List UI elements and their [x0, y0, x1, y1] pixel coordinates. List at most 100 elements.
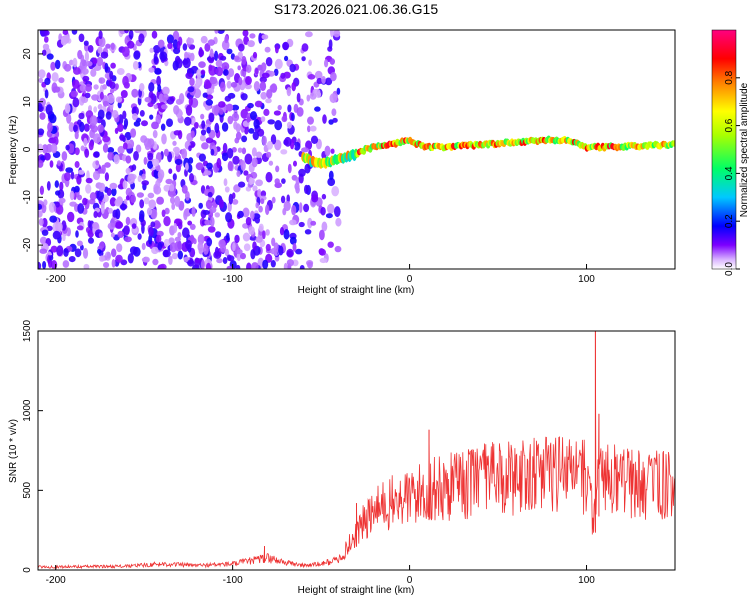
spectrogram-cell	[77, 169, 85, 175]
spectrogram-cell	[330, 30, 334, 38]
spectrogram-cell	[226, 232, 230, 241]
spectrogram-cell	[70, 90, 79, 98]
spectrogram-cell	[274, 120, 283, 131]
spectrogram-cell	[151, 246, 159, 255]
spectrogram-cell	[83, 137, 88, 147]
spectrogram-cell	[187, 67, 193, 74]
spectrogram-cell	[85, 184, 92, 194]
spectrogram-cell	[200, 69, 206, 76]
spectrogram-cell	[168, 255, 173, 265]
spectrogram-cell	[38, 69, 46, 79]
spectrogram-cell	[222, 142, 228, 154]
spectrogram-cell	[105, 43, 111, 49]
spectrogram-cell	[38, 261, 42, 269]
spectrogram-cell	[325, 213, 333, 219]
spectrogram-cell	[184, 116, 192, 126]
spectrogram-cell	[262, 230, 266, 240]
spectrogram-cell	[266, 140, 273, 150]
spectrogram-cell	[43, 199, 48, 206]
x-tick-label: 100	[578, 274, 595, 285]
spectrogram-cell	[206, 237, 213, 247]
spectrogram-cell	[84, 92, 91, 99]
y-tick-label: -20	[22, 237, 33, 252]
spectrogram-cell	[147, 160, 154, 169]
spectrogram-cell	[156, 196, 165, 205]
spectrogram-cell	[71, 30, 78, 35]
spectrogram-cell	[74, 161, 80, 168]
spectrogram-cell	[270, 248, 277, 255]
spectrogram-cell	[67, 211, 75, 223]
spectrogram-cell	[231, 112, 240, 122]
spectrogram-cell	[38, 143, 44, 153]
spectrogram-cell	[48, 258, 53, 269]
spectrogram-cell	[195, 162, 204, 171]
spectrogram-cell	[220, 55, 227, 61]
spectrogram-cell	[226, 265, 233, 269]
spectrogram-cell	[133, 50, 141, 60]
spectrogram-cell	[206, 262, 211, 269]
spectrogram-cell	[202, 210, 210, 215]
spectrogram-cell	[208, 112, 215, 123]
spectrogram-cell	[92, 57, 98, 65]
spectrogram-cell	[89, 192, 97, 201]
spectrogram-cell	[270, 260, 276, 268]
spectrogram-cell	[73, 67, 81, 75]
spectrogram-cell	[177, 221, 183, 230]
spectrogram-cell	[223, 178, 228, 187]
spectrogram-cell	[266, 151, 272, 158]
spectrogram-cell	[185, 191, 190, 201]
spectrogram-cell	[52, 230, 61, 240]
spectrogram-cell	[124, 30, 129, 34]
spectrogram-cell	[309, 92, 317, 100]
spectrogram-cell	[230, 53, 235, 60]
spectrogram-cell	[164, 207, 170, 215]
spectrogram-cell	[64, 103, 71, 114]
spectrogram-cell	[115, 96, 123, 103]
spectrogram-cell	[189, 173, 194, 183]
spectrogram-cell	[170, 196, 175, 204]
spectrogram-cell	[75, 230, 79, 238]
spectrogram-cell	[84, 148, 90, 158]
spectrogram-cell	[221, 62, 230, 71]
spectrogram-cell	[137, 175, 142, 183]
spectrogram-cell	[226, 80, 232, 89]
spectrogram-cell	[98, 182, 106, 193]
spectrogram-cell	[130, 128, 137, 138]
spectrogram-cell	[148, 199, 156, 209]
spectrogram-cell	[119, 134, 126, 141]
spectrogram-cell	[248, 127, 255, 134]
spectrogram-cell	[303, 203, 310, 213]
spectrogram-cell	[83, 263, 90, 269]
spectrogram-cell	[249, 235, 258, 241]
spectrogram-cell	[250, 210, 255, 220]
spectrogram-cell	[251, 262, 259, 269]
spectrogram-cell	[176, 40, 181, 51]
spectrogram-cell	[275, 45, 279, 54]
spectrogram-cell	[89, 115, 98, 126]
spectrogram-cell	[107, 94, 115, 104]
spectrogram-cell	[322, 114, 327, 124]
spectrogram-cell	[148, 82, 155, 93]
spectrogram-cell	[258, 205, 263, 213]
spectrogram-cell	[185, 239, 192, 250]
spectrogram-cell	[191, 206, 196, 217]
spectrogram-cell	[209, 76, 218, 85]
spectrogram-cell	[268, 160, 274, 166]
spectrogram-cell	[262, 259, 269, 269]
spectrogram-cell	[307, 125, 311, 133]
spectrogram-cell	[166, 118, 173, 127]
spectrogram-cell	[42, 49, 47, 56]
spectrogram-cell	[181, 184, 188, 194]
spectrogram-cell	[50, 245, 58, 253]
spectrogram-cell	[235, 264, 241, 269]
spectrogram-cell	[117, 123, 124, 132]
spectrogram-cell	[47, 121, 53, 133]
spectrogram-cell	[228, 193, 233, 205]
spectrogram-cell	[74, 185, 80, 193]
y-tick-label: 0	[22, 567, 33, 573]
spectrogram-cell	[261, 135, 267, 146]
spectrogram-xlabel: Height of straight line (km)	[298, 285, 415, 296]
spectrogram-cell	[198, 49, 205, 57]
spectrogram-cell	[107, 147, 115, 154]
spectrogram-cell	[236, 249, 243, 255]
